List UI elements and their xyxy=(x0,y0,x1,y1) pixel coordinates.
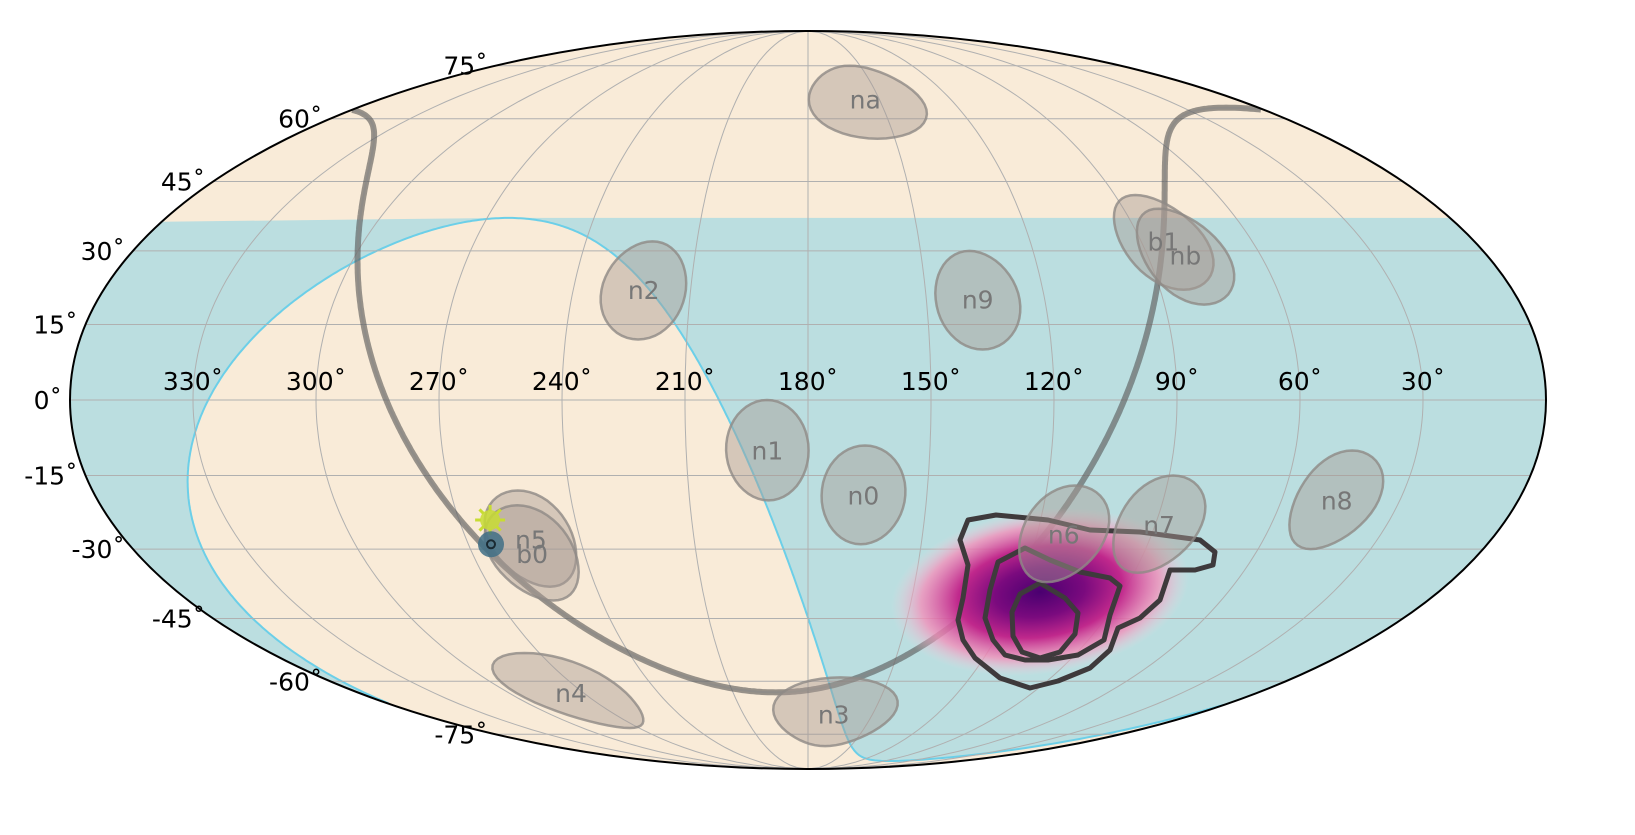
lat-tick-label: 30˚ xyxy=(81,237,125,266)
detector-n7 xyxy=(1112,474,1207,575)
lon-tick-label: 210˚ xyxy=(655,367,715,396)
contour-middle xyxy=(982,545,1123,663)
detector-n2 xyxy=(599,240,688,341)
detector-label-n9: n9 xyxy=(962,286,994,315)
detector-n4 xyxy=(491,651,645,730)
lat-tick-label: 15˚ xyxy=(33,311,77,340)
earth-center-marker xyxy=(478,531,504,558)
lat-tick-label: 60˚ xyxy=(278,105,322,134)
detector-nb xyxy=(1135,207,1236,306)
lon-tick-label: 30˚ xyxy=(1401,367,1445,396)
earth-disk xyxy=(478,531,504,558)
lat-tick-label: 0˚ xyxy=(34,386,62,415)
lat-tick-label: -45˚ xyxy=(152,605,205,634)
detector-label-n8: n8 xyxy=(1321,486,1353,515)
earth-dot xyxy=(486,539,496,550)
detector-label-n5: n5 xyxy=(515,526,547,555)
lon-tick-label: 120˚ xyxy=(1024,367,1084,396)
map-border xyxy=(69,30,1547,770)
lat-tick-label: -75˚ xyxy=(434,720,487,749)
detector-pointings xyxy=(483,64,1385,748)
contour-inner xyxy=(1009,580,1081,661)
detector-n3 xyxy=(771,676,899,748)
sun-ray xyxy=(478,525,485,532)
lat-tick-label: -60˚ xyxy=(269,667,322,696)
detector-n6 xyxy=(1017,484,1111,584)
lon-tick-label: 150˚ xyxy=(901,367,961,396)
sun-disk xyxy=(480,510,501,530)
lon-tick-label: 300˚ xyxy=(286,367,346,396)
lon-tick-label: 90˚ xyxy=(1155,367,1199,396)
detector-n9 xyxy=(934,249,1022,351)
detector-na xyxy=(807,64,929,140)
detector-n8 xyxy=(1288,449,1385,551)
detector-label-n6: n6 xyxy=(1048,521,1080,550)
lon-tick-label: 60˚ xyxy=(1278,367,1322,396)
lat-tick-label: -30˚ xyxy=(72,535,125,564)
lat-tick-label: 75˚ xyxy=(443,52,487,81)
detector-label-na: na xyxy=(850,86,881,115)
contour-outer xyxy=(955,512,1218,691)
detector-label-n2: n2 xyxy=(628,276,660,305)
detector-label-b0: b0 xyxy=(516,540,548,569)
detector-label-n4: n4 xyxy=(555,679,587,708)
lat-tick-label: -15˚ xyxy=(24,462,77,491)
detector-label-n1: n1 xyxy=(752,437,784,466)
lat-tick-label: 45˚ xyxy=(161,168,205,197)
detector-label-n7: n7 xyxy=(1143,511,1175,540)
detector-label-nb: nb xyxy=(1170,242,1202,271)
earth-limb-line xyxy=(186,216,1224,762)
detector-label-n3: n3 xyxy=(818,701,850,730)
lon-tick-label: 330˚ xyxy=(163,367,223,396)
lon-tick-label: 270˚ xyxy=(409,367,469,396)
lon-tick-label: 240˚ xyxy=(532,367,592,396)
detector-n1 xyxy=(724,398,810,502)
lon-tick-label: 180˚ xyxy=(778,367,838,396)
tick-labels: 330˚ 300˚ 270˚ 240˚ 210˚ 180˚ 150˚ 120˚ 90˚ 60˚ 30… xyxy=(24,52,1445,750)
sun-marker xyxy=(475,505,506,535)
detector-label-b1: b1 xyxy=(1148,227,1180,256)
detector-label-n0: n0 xyxy=(848,481,880,510)
detector-n5 xyxy=(483,489,578,588)
detector-n0 xyxy=(820,444,907,546)
